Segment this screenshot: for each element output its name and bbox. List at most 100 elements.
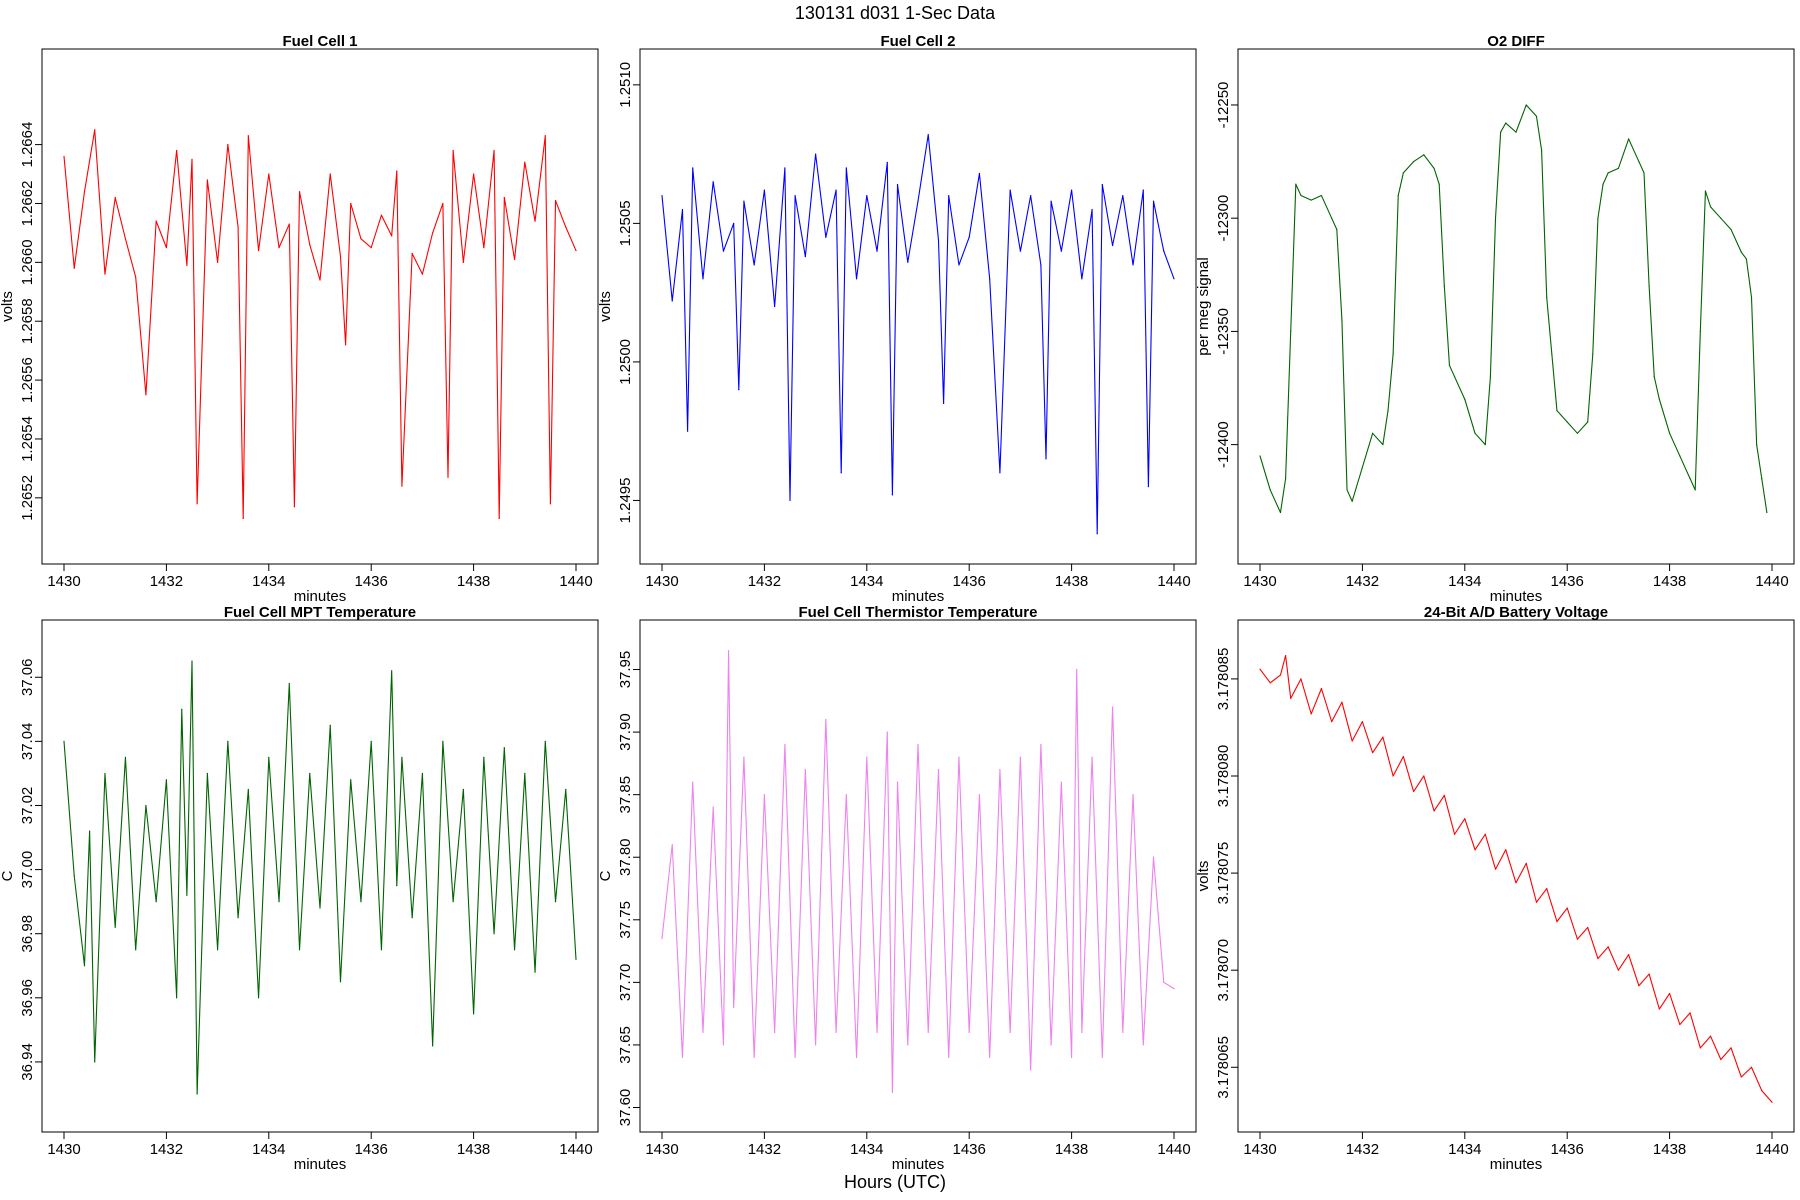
chart-fuel-cell-1-data-point	[135, 276, 137, 278]
chart-fuel-cell-2-data-point	[702, 278, 704, 280]
chart-fuel-cell-2-series-line	[661, 134, 1175, 535]
chart-fuel-cell-thermistor-temperature-data-point	[866, 756, 868, 758]
chart-o2-diff-data-point	[1535, 115, 1538, 117]
chart-24-bit-a-d-battery-voltage-data-point	[1689, 1012, 1691, 1014]
chart-fuel-cell-thermistor-temperature-y-tick-label: 37.95	[617, 651, 634, 689]
chart-o2-diff: O2 DIFF 1430 1432 1434 1436 1438 1440 minutes -1…	[1195, 33, 1795, 605]
chart-o2-diff-data-point	[1300, 194, 1302, 197]
chart-fuel-cell-mpt-temperature-x-tick-label: 1434	[252, 1141, 285, 1158]
chart-fuel-cell-1-data-point	[293, 506, 295, 508]
chart-fuel-cell-mpt-temperature-data-point	[247, 788, 249, 791]
chart-o2-diff-y-tick-label: -12350	[1215, 308, 1232, 355]
chart-fuel-cell-1-data-point	[360, 238, 362, 240]
chart-fuel-cell-1-data-point	[411, 252, 413, 255]
chart-fuel-cell-thermistor-temperature-data-point	[937, 769, 940, 771]
chart-fuel-cell-thermistor-temperature-data-point	[1111, 706, 1114, 708]
chart-fuel-cell-thermistor-temperature-data-point	[661, 937, 663, 940]
chart-fuel-cell-mpt-temperature-y-tick-label: 36.94	[19, 1043, 36, 1081]
chart-fuel-cell-2-data-point	[738, 389, 740, 391]
chart-fuel-cell-mpt-temperature-data-point	[257, 997, 260, 999]
chart-fuel-cell-2-data-point	[1096, 533, 1098, 535]
chart-fuel-cell-1-data-point	[319, 279, 321, 281]
chart-fuel-cell-1-y-axis-label: volts	[0, 291, 16, 322]
chart-fuel-cell-2-data-point	[763, 189, 766, 191]
chart-fuel-cell-thermistor-temperature-data-point	[1071, 1056, 1073, 1059]
chart-o2-diff-data-point	[1387, 410, 1389, 412]
chart-24-bit-a-d-battery-voltage-data-point	[1372, 752, 1374, 754]
chart-o2-diff-data-point	[1269, 489, 1271, 491]
chart-24-bit-a-d-battery-voltage-data-point	[1453, 833, 1456, 835]
chart-24-bit-a-d-battery-voltage-data-point	[1730, 1047, 1732, 1049]
chart-fuel-cell-2-data-point	[1173, 278, 1175, 280]
chart-fuel-cell-2-data-point	[943, 402, 945, 405]
chart-fuel-cell-mpt-temperature-x-tick-label: 1436	[355, 1141, 388, 1158]
chart-fuel-cell-1-data-point	[227, 143, 229, 146]
chart-fuel-cell-1-data-point	[196, 503, 198, 505]
chart-fuel-cell-1-data-point	[278, 247, 280, 249]
chart-fuel-cell-thermistor-temperature-data-point	[1091, 756, 1093, 758]
chart-o2-diff-data-point	[1413, 160, 1415, 163]
chart-24-bit-a-d-battery-voltage-data-point	[1628, 954, 1630, 956]
chart-o2-diff-x-tick-label: 1436	[1551, 573, 1584, 590]
chart-24-bit-a-d-battery-voltage-data-point	[1699, 1047, 1701, 1049]
chart-fuel-cell-thermistor-temperature-data-point	[891, 1091, 894, 1094]
chart-fuel-cell-thermistor-temperature-data-point	[1173, 988, 1175, 990]
chart-fuel-cell-thermistor-temperature-x-tick-label: 1432	[748, 1141, 781, 1158]
chart-fuel-cell-thermistor-temperature-data-point	[948, 1056, 950, 1059]
chart-24-bit-a-d-battery-voltage-data-point	[1669, 992, 1671, 995]
chart-fuel-cell-1-data-point	[73, 267, 75, 269]
chart-fuel-cell-2-data-point	[1009, 189, 1011, 191]
chart-fuel-cell-1-data-point	[242, 517, 244, 520]
chart-fuel-cell-mpt-temperature-data-point	[135, 949, 137, 951]
chart-fuel-cell-thermistor-temperature-data-point	[753, 1056, 755, 1059]
chart-fuel-cell-2-x-tick-label: 1438	[1055, 573, 1088, 590]
chart-fuel-cell-1-data-point	[345, 344, 347, 346]
chart-fuel-cell-mpt-temperature-data-point	[268, 756, 270, 759]
chart-o2-diff-x-tick-label: 1434	[1448, 573, 1481, 590]
chart-fuel-cell-mpt-temperature-data-point	[124, 756, 127, 759]
chart-o2-diff-data-point	[1617, 167, 1619, 169]
chart-o2-diff-data-point	[1341, 319, 1343, 321]
chart-fuel-cell-1-data-point	[217, 261, 219, 263]
chart-24-bit-a-d-battery-voltage-data-point	[1494, 868, 1497, 870]
chart-fuel-cell-1-x-tick-label: 1432	[150, 573, 183, 590]
chart-fuel-cell-thermistor-temperature-data-point	[727, 650, 730, 652]
chart-fuel-cell-2-title: Fuel Cell 2	[880, 33, 955, 50]
chart-o2-diff-data-point	[1694, 489, 1696, 491]
chart-fuel-cell-mpt-temperature-data-point	[473, 1013, 475, 1015]
chart-fuel-cell-mpt-temperature-x-tick-label: 1438	[457, 1141, 490, 1158]
chart-fuel-cell-thermistor-temperature-data-point	[794, 1056, 796, 1059]
chart-24-bit-a-d-battery-voltage-data-point	[1556, 921, 1558, 923]
chart-24-bit-a-d-battery-voltage-y-tick-label: 3.178085	[1215, 648, 1232, 711]
chart-fuel-cell-1-data-point	[452, 149, 454, 152]
chart-fuel-cell-thermistor-temperature-data-point	[845, 794, 847, 796]
chart-fuel-cell-1-data-point	[462, 261, 464, 263]
chart-o2-diff-y-tick-label: -12300	[1215, 195, 1232, 242]
chart-fuel-cell-2-data-point	[1081, 278, 1083, 280]
chart-24-bit-a-d-battery-voltage-y-tick-label: 3.178065	[1215, 1036, 1232, 1099]
chart-fuel-cell-1-plot-frame	[41, 48, 599, 565]
chart-fuel-cell-2-data-point	[968, 236, 970, 238]
chart-fuel-cell-2-y-tick-label: 1.2505	[617, 200, 634, 246]
chart-o2-diff-x-tick-label: 1432	[1346, 573, 1379, 590]
chart-fuel-cell-1-data-point	[447, 476, 449, 478]
chart-fuel-cell-1-data-point	[396, 170, 398, 172]
chart-o2-diff-data-point	[1474, 432, 1476, 434]
chart-fuel-cell-mpt-temperature-data-point	[89, 830, 91, 832]
chart-24-bit-a-d-battery-voltage-data-point	[1290, 697, 1292, 699]
chart-o2-diff-data-point	[1730, 228, 1732, 231]
chart-24-bit-a-d-battery-voltage-x-tick-label: 1432	[1346, 1141, 1379, 1158]
chart-fuel-cell-thermistor-temperature-data-point	[989, 1056, 991, 1059]
chart-24-bit-a-d-battery-voltage-data-point	[1709, 1035, 1712, 1037]
chart-fuel-cell-mpt-temperature-data-point	[503, 747, 505, 749]
chart-fuel-cell-2-data-point	[840, 472, 842, 474]
chart-fuel-cell-mpt-temperature-data-point	[165, 779, 167, 781]
chart-fuel-cell-2-data-point	[999, 472, 1001, 474]
chart-fuel-cell-thermistor-temperature-x-tick-label: 1440	[1157, 1141, 1190, 1158]
chart-fuel-cell-1-data-point	[176, 149, 178, 152]
chart-fuel-cell-1-data-point	[493, 149, 495, 152]
chart-fuel-cell-1-y-tick-label: 1.2662	[19, 181, 36, 227]
chart-fuel-cell-1-data-point	[370, 247, 372, 249]
chart-fuel-cell-thermistor-temperature-data-point	[681, 1056, 684, 1059]
chart-fuel-cell-mpt-temperature-data-point	[114, 926, 116, 928]
